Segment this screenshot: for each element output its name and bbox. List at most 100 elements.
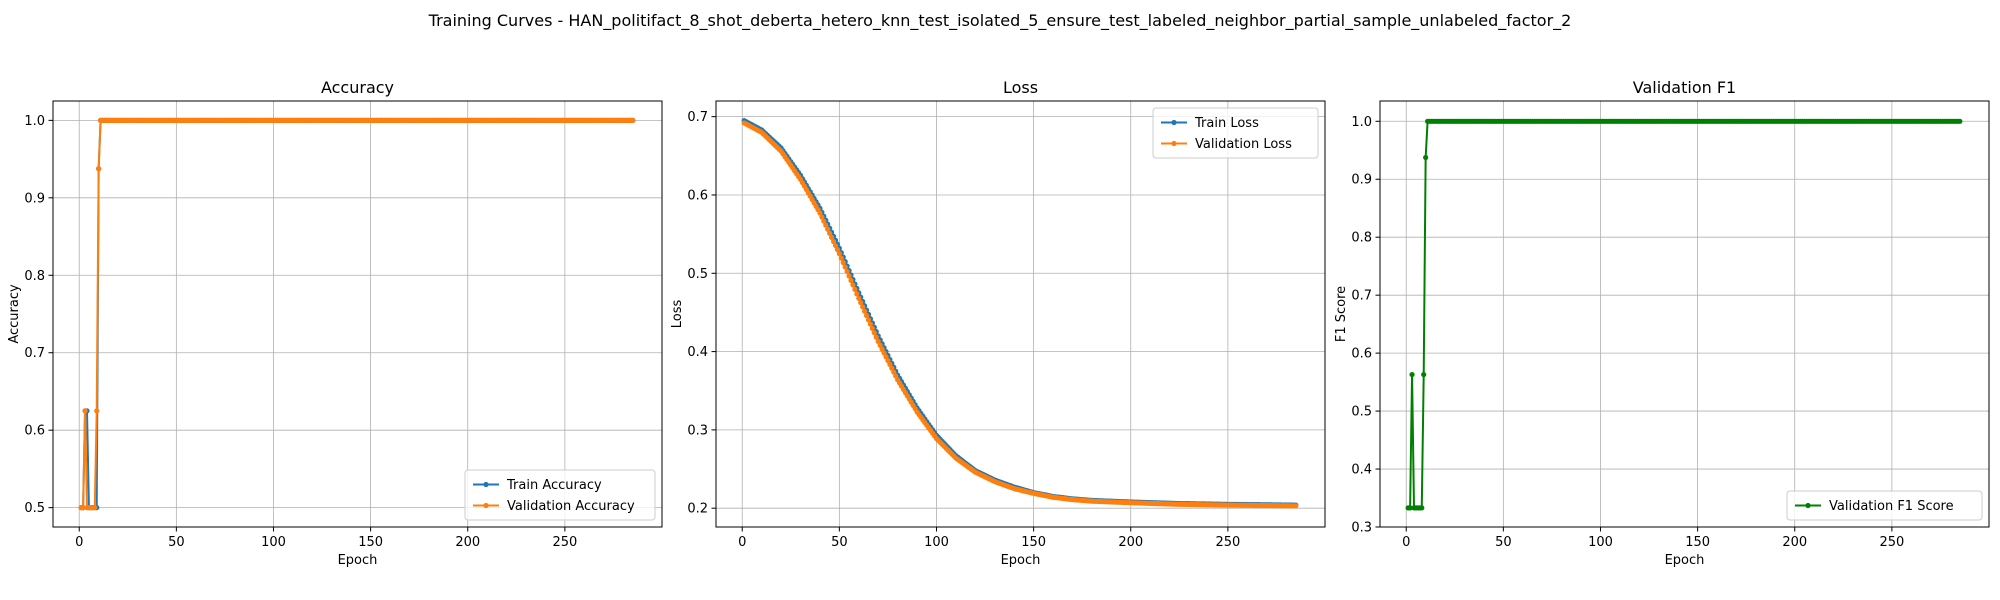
legend: Train Loss Validation Loss <box>1152 107 1319 159</box>
chart-panel-2: 0 50 100 150 200 250 0.2 0.3 0.4 0.5 0.6 0.7 Loss Epo… <box>670 78 1326 568</box>
x-tick-label: 200 <box>1782 535 1807 550</box>
legend-label: Train Accuracy <box>506 478 602 493</box>
legend-item: Train Accuracy <box>473 478 602 493</box>
legend-swatch-marker <box>1805 502 1811 509</box>
data-point <box>1421 371 1427 378</box>
legend-box <box>1786 490 1983 521</box>
figure-suptitle: Training Curves - HAN_politifact_8_shot_… <box>428 11 1572 31</box>
axes-frame <box>52 100 663 528</box>
legend-box <box>464 469 656 521</box>
data-point <box>867 321 874 327</box>
data-point <box>883 354 889 360</box>
data-point <box>852 286 858 293</box>
y-tick-label: 0.8 <box>1351 231 1372 246</box>
series-markers <box>78 117 636 511</box>
chart-title: Loss <box>1003 78 1038 97</box>
legend-swatch-marker <box>483 481 489 488</box>
y-tick-label: 0.3 <box>1351 521 1372 536</box>
chart-panel-1: 0 50 100 150 200 250 0.5 0.6 0.7 0.8 0.9 1.0 Accurac… <box>7 78 663 568</box>
legend-label: Train Loss <box>1194 116 1259 131</box>
y-axis-label: F1 Score <box>1334 286 1349 342</box>
x-tick-label: 200 <box>455 535 480 550</box>
legend-item: Validation Accuracy <box>473 499 635 514</box>
y-tick-label: 0.4 <box>687 345 708 360</box>
data-point <box>873 334 879 340</box>
data-point <box>854 291 860 297</box>
data-point <box>823 222 829 228</box>
data-point <box>850 282 856 288</box>
data-point <box>863 312 870 319</box>
legend-swatch-marker <box>483 502 489 509</box>
data-point <box>825 226 831 232</box>
axes-frame <box>715 100 1326 528</box>
data-point <box>865 317 872 323</box>
y-tick-label: 0.7 <box>1351 289 1372 304</box>
series-1 <box>1405 118 1963 511</box>
data-point <box>889 365 895 371</box>
x-tick-label: 50 <box>1495 535 1512 550</box>
series-2 <box>741 120 1299 509</box>
x-tick-label: 250 <box>552 535 577 550</box>
x-tick-label: 250 <box>1215 535 1240 550</box>
y-axis-label: Accuracy <box>7 284 22 344</box>
data-point <box>821 218 827 224</box>
x-tick-label: 150 <box>1685 535 1710 550</box>
y-tick-label: 0.9 <box>1351 173 1372 188</box>
data-point <box>891 369 897 375</box>
data-point <box>94 408 100 414</box>
data-point <box>842 264 848 270</box>
x-tick-label: 150 <box>1021 535 1046 550</box>
y-tick-label: 0.7 <box>687 110 708 125</box>
series-markers <box>741 120 1299 509</box>
data-point <box>862 308 868 314</box>
grid-lines <box>716 101 1325 527</box>
data-point <box>630 117 636 123</box>
x-axis-label: Epoch <box>1665 553 1705 568</box>
x-tick-label: 50 <box>831 535 848 550</box>
data-point <box>846 273 852 279</box>
x-axis-label: Epoch <box>338 553 378 568</box>
x-tick-label: 0 <box>1402 535 1410 550</box>
chart-title: Accuracy <box>321 78 394 97</box>
data-point <box>832 242 839 249</box>
data-point <box>82 408 88 414</box>
data-point <box>1407 505 1413 511</box>
x-tick-label: 100 <box>261 535 286 550</box>
series-markers <box>1405 118 1963 511</box>
legend-label: Validation F1 Score <box>1829 499 1954 514</box>
legend-item: Validation F1 Score <box>1795 499 1954 514</box>
grid-lines <box>53 101 662 527</box>
data-point <box>869 325 875 332</box>
data-point <box>844 268 850 275</box>
x-tick-label: 100 <box>924 535 949 550</box>
data-point <box>827 230 833 236</box>
chart-panel-3: 0 50 100 150 200 250 0.3 0.4 0.5 0.6 0.7 0.8 0.9 1.0 V… <box>1334 78 1990 568</box>
y-tick-label: 0.6 <box>1351 347 1372 362</box>
legend-label: Validation Loss <box>1195 137 1292 152</box>
y-axis-label: Loss <box>670 300 685 329</box>
y-tick-label: 0.8 <box>24 269 45 284</box>
legend-swatch-marker <box>1171 140 1177 147</box>
x-tick-label: 50 <box>168 535 185 550</box>
data-point <box>871 330 877 336</box>
x-tick-label: 250 <box>1879 535 1904 550</box>
y-tick-label: 0.5 <box>24 501 45 516</box>
data-point <box>819 214 825 220</box>
legend-swatch-marker <box>1171 119 1177 126</box>
y-tick-label: 1.0 <box>24 114 45 129</box>
chart-title: Validation F1 <box>1633 78 1736 97</box>
data-point <box>885 357 891 364</box>
data-point <box>836 251 842 257</box>
x-axis-label: Epoch <box>1001 553 1041 568</box>
data-point <box>80 505 86 511</box>
legend: Validation F1 Score <box>1786 490 1983 521</box>
y-tick-label: 0.4 <box>1351 463 1372 478</box>
data-point <box>879 346 885 352</box>
y-tick-label: 0.3 <box>687 423 708 438</box>
x-tick-label: 200 <box>1118 535 1143 550</box>
data-point <box>1293 503 1299 509</box>
data-point <box>834 247 841 253</box>
